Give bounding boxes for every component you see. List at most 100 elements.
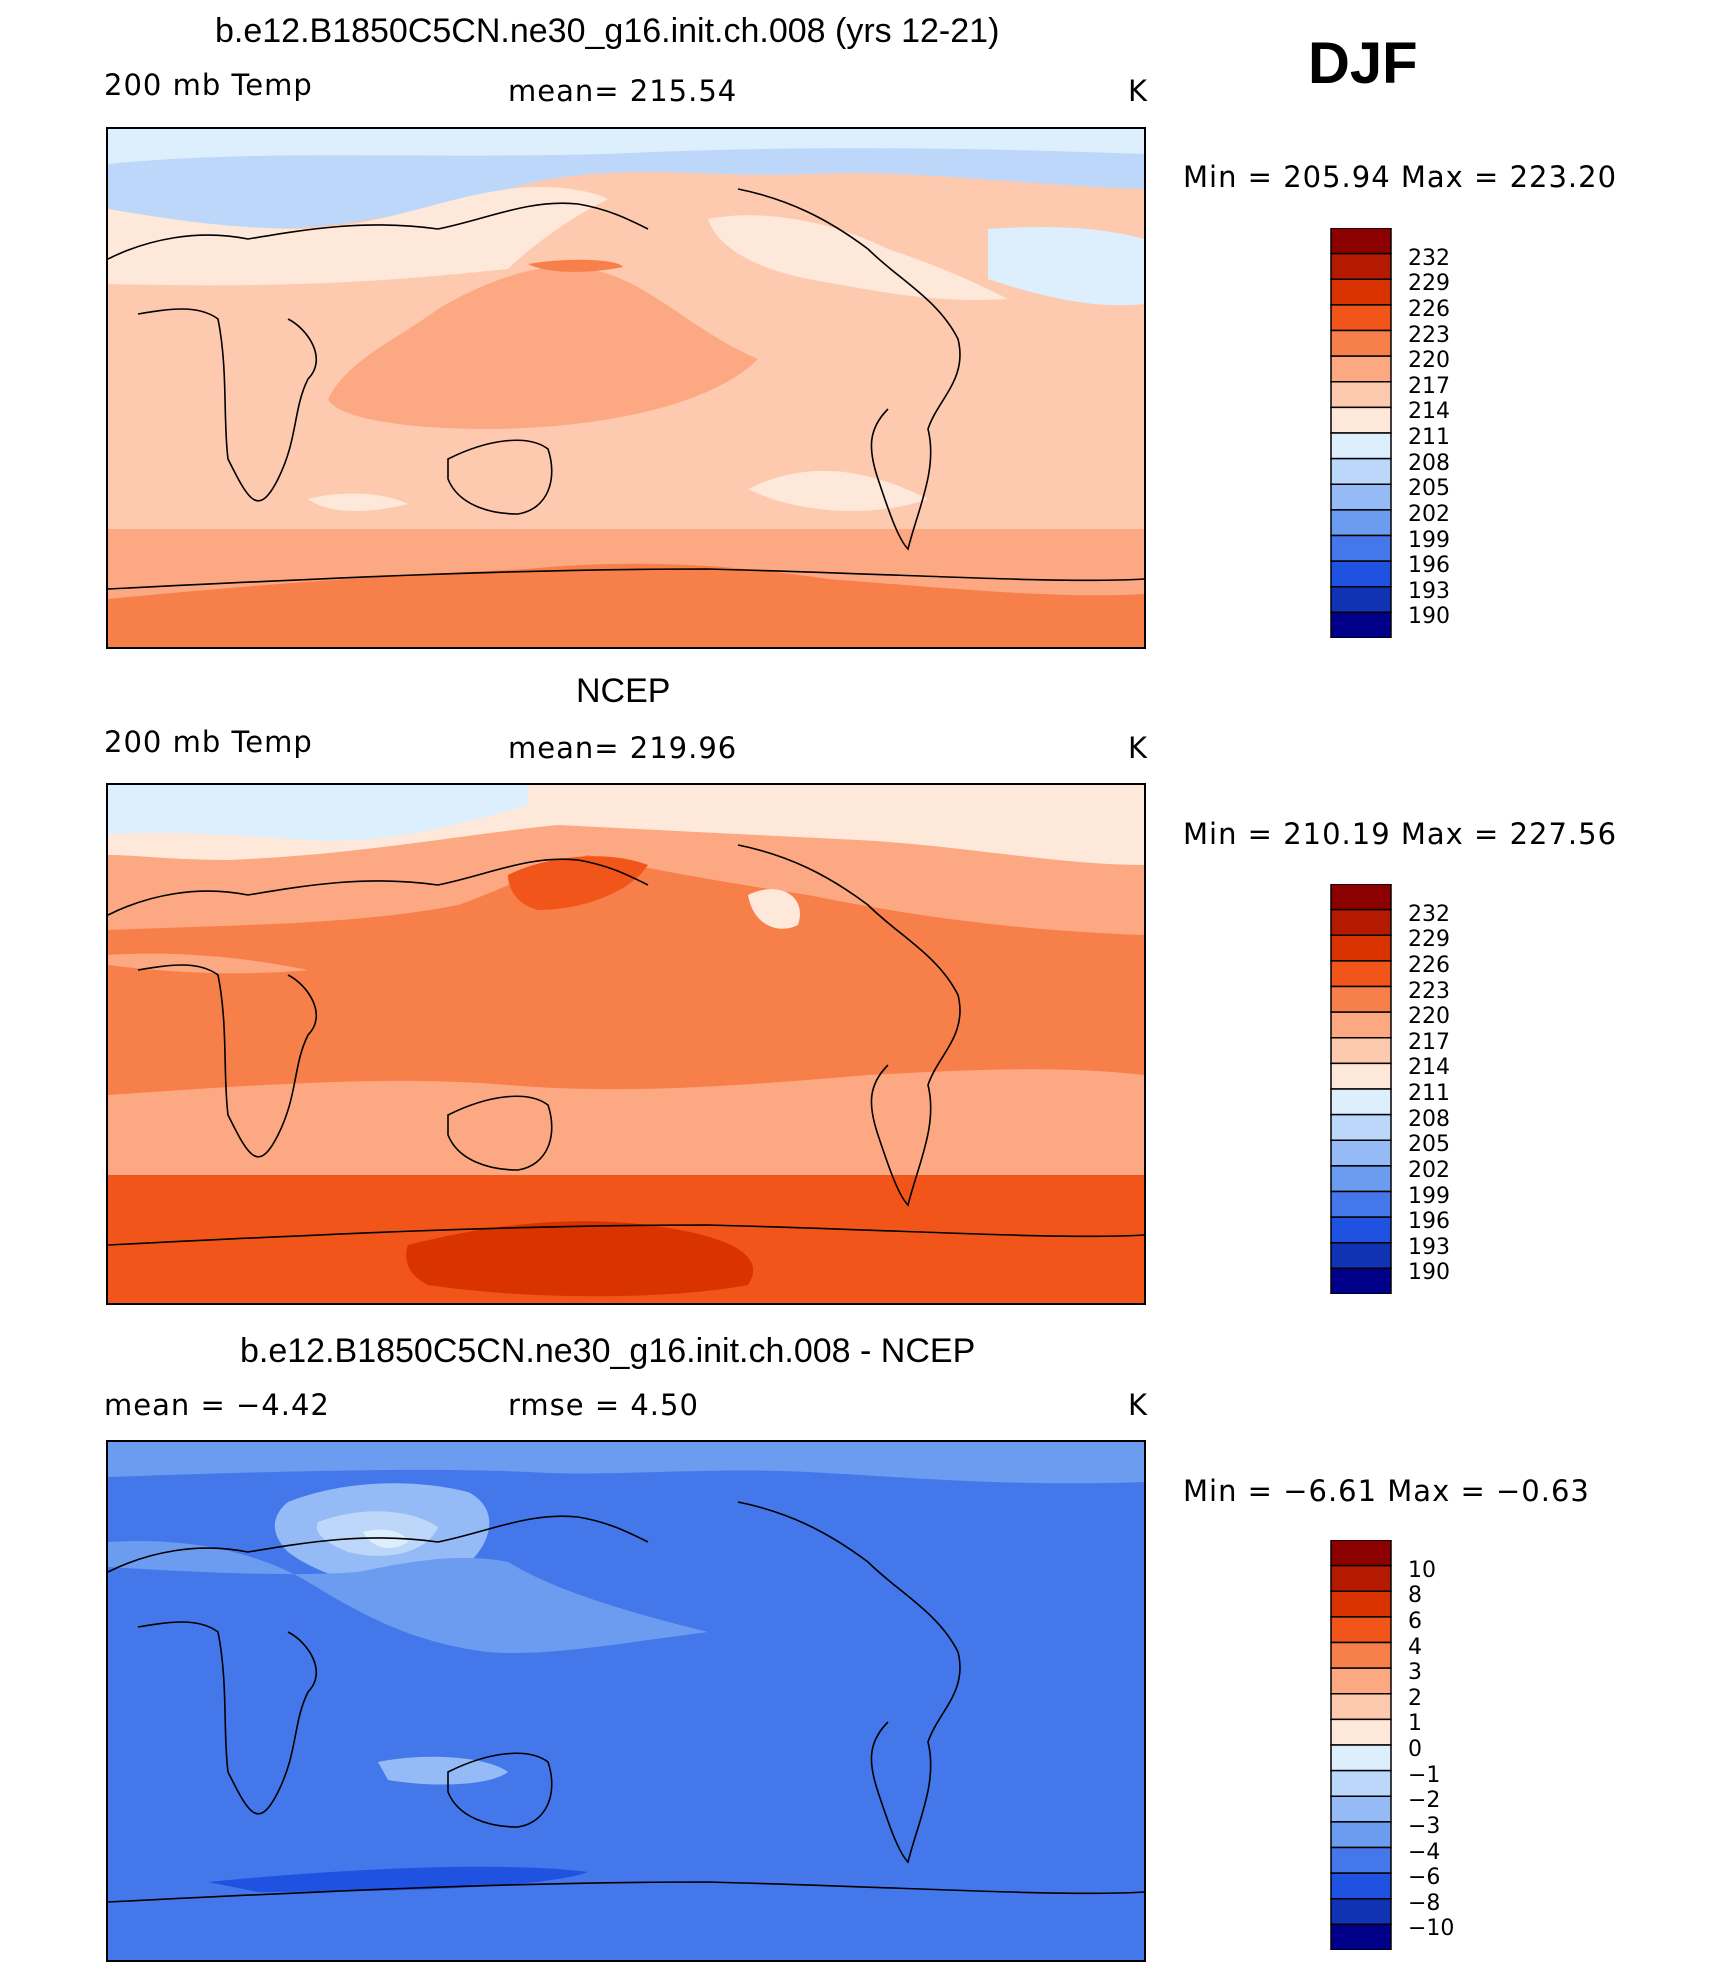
colorbar-tick-label: 226 — [1408, 296, 1450, 322]
colorbar-tick-label: 205 — [1408, 476, 1450, 502]
colorbar-tick-label: 3 — [1408, 1660, 1422, 1686]
colorbar-swatch — [1330, 1267, 1392, 1295]
colorbar-tick-label: 196 — [1408, 1209, 1450, 1235]
colorbar-tick-label: 232 — [1408, 901, 1450, 927]
colorbar-swatch — [1330, 908, 1392, 936]
colorbar-tick-label: 220 — [1408, 348, 1450, 374]
panel1-colorbar — [1330, 227, 1392, 639]
colorbar-swatch — [1330, 1923, 1392, 1951]
colorbar-swatch — [1330, 1088, 1392, 1116]
colorbar-tick-label: 193 — [1408, 1234, 1450, 1260]
colorbar-tick-label: −2 — [1408, 1788, 1441, 1814]
colorbar-tick-label: 229 — [1408, 271, 1450, 297]
panel1-contour-field — [108, 129, 1144, 647]
panel2-contour-field — [108, 785, 1144, 1303]
colorbar-tick-label: −10 — [1408, 1916, 1455, 1942]
colorbar-tick-label: −6 — [1408, 1865, 1441, 1891]
colorbar-swatch — [1330, 1564, 1392, 1592]
colorbar-swatch — [1330, 509, 1392, 537]
colorbar-tick-label: 229 — [1408, 927, 1450, 953]
colorbar-swatch — [1330, 304, 1392, 332]
colorbar-swatch — [1330, 1641, 1392, 1669]
colorbar-tick-label: 4 — [1408, 1634, 1422, 1660]
panel3-map — [106, 1440, 1146, 1962]
colorbar-swatch — [1330, 1693, 1392, 1721]
colorbar-tick-label: −1 — [1408, 1762, 1441, 1788]
panel3-colorbar — [1330, 1539, 1392, 1951]
colorbar-tick-label: 217 — [1408, 373, 1450, 399]
colorbar-swatch — [1330, 329, 1392, 357]
panel1-variable-label: 200 mb Temp — [104, 68, 313, 102]
panel3-rmse-label: rmse = 4.50 — [508, 1388, 699, 1422]
colorbar-tick-label: 208 — [1408, 1106, 1450, 1132]
colorbar-swatch — [1330, 1037, 1392, 1065]
panel3-colorbar-swatches — [1330, 1539, 1392, 1951]
colorbar-tick-label: 214 — [1408, 1055, 1450, 1081]
colorbar-swatch — [1330, 278, 1392, 306]
colorbar-swatch — [1330, 252, 1392, 280]
colorbar-swatch — [1330, 1242, 1392, 1270]
colorbar-tick-label: 2 — [1408, 1685, 1422, 1711]
colorbar-swatch — [1330, 985, 1392, 1013]
panel2-map — [106, 783, 1146, 1305]
panel1-mean-label: mean= 215.54 — [508, 74, 738, 108]
colorbar-swatch — [1330, 1616, 1392, 1644]
season-label: DJF — [1308, 31, 1418, 96]
colorbar-swatch — [1330, 1872, 1392, 1900]
colorbar-swatch — [1330, 1795, 1392, 1823]
colorbar-swatch — [1330, 1821, 1392, 1849]
panel2-mean-label: mean= 219.96 — [508, 731, 738, 765]
colorbar-tick-label: 202 — [1408, 1157, 1450, 1183]
colorbar-swatch — [1330, 406, 1392, 434]
panel1-units-label: K — [1128, 74, 1149, 108]
colorbar-swatch — [1330, 1165, 1392, 1193]
colorbar-tick-label: 1 — [1408, 1711, 1422, 1737]
colorbar-swatch — [1330, 1216, 1392, 1244]
colorbar-tick-label: 196 — [1408, 553, 1450, 579]
colorbar-swatch — [1330, 1011, 1392, 1039]
colorbar-swatch — [1330, 1846, 1392, 1874]
colorbar-swatch — [1330, 381, 1392, 409]
colorbar-tick-label: 217 — [1408, 1029, 1450, 1055]
panel2-variable-label: 200 mb Temp — [104, 725, 313, 759]
colorbar-swatch — [1330, 534, 1392, 562]
colorbar-swatch — [1330, 1539, 1392, 1567]
colorbar-swatch — [1330, 483, 1392, 511]
panel2-units-label: K — [1128, 731, 1149, 765]
colorbar-swatch — [1330, 1898, 1392, 1926]
panel2-coastlines — [108, 844, 1144, 1246]
panel3-minmax: Min = −6.61 Max = −0.63 — [1183, 1474, 1590, 1508]
colorbar-tick-label: −3 — [1408, 1813, 1441, 1839]
colorbar-swatch — [1330, 611, 1392, 639]
colorbar-tick-label: 205 — [1408, 1132, 1450, 1158]
panel3-contour-field — [108, 1442, 1144, 1960]
colorbar-swatch — [1330, 1139, 1392, 1167]
colorbar-tick-label: 226 — [1408, 952, 1450, 978]
colorbar-swatch — [1330, 457, 1392, 485]
panel3-coastlines — [108, 1501, 1144, 1903]
colorbar-swatch — [1330, 432, 1392, 460]
colorbar-tick-label: 211 — [1408, 1081, 1450, 1106]
panel1-minmax: Min = 205.94 Max = 223.20 — [1183, 160, 1618, 194]
panel1-map — [106, 127, 1146, 649]
colorbar-tick-label: 190 — [1408, 604, 1450, 630]
colorbar-swatch — [1330, 1667, 1392, 1695]
colorbar-swatch — [1330, 355, 1392, 383]
colorbar-swatch — [1330, 1769, 1392, 1797]
colorbar-swatch — [1330, 586, 1392, 614]
panel2-title: NCEP — [576, 672, 671, 710]
colorbar-tick-label: 199 — [1408, 527, 1450, 553]
colorbar-tick-label: 208 — [1408, 450, 1450, 476]
colorbar-tick-label: 6 — [1408, 1608, 1422, 1634]
colorbar-tick-label: 202 — [1408, 501, 1450, 527]
colorbar-tick-label: 8 — [1408, 1583, 1422, 1609]
colorbar-tick-label: 214 — [1408, 399, 1450, 425]
colorbar-swatch — [1330, 1062, 1392, 1090]
colorbar-tick-label: 193 — [1408, 578, 1450, 604]
panel2-colorbar-swatches — [1330, 883, 1392, 1295]
colorbar-swatch — [1330, 1190, 1392, 1218]
panel3-units-label: K — [1128, 1388, 1149, 1422]
colorbar-swatch — [1330, 1113, 1392, 1141]
colorbar-tick-label: 199 — [1408, 1183, 1450, 1209]
colorbar-tick-label: 10 — [1408, 1557, 1436, 1583]
